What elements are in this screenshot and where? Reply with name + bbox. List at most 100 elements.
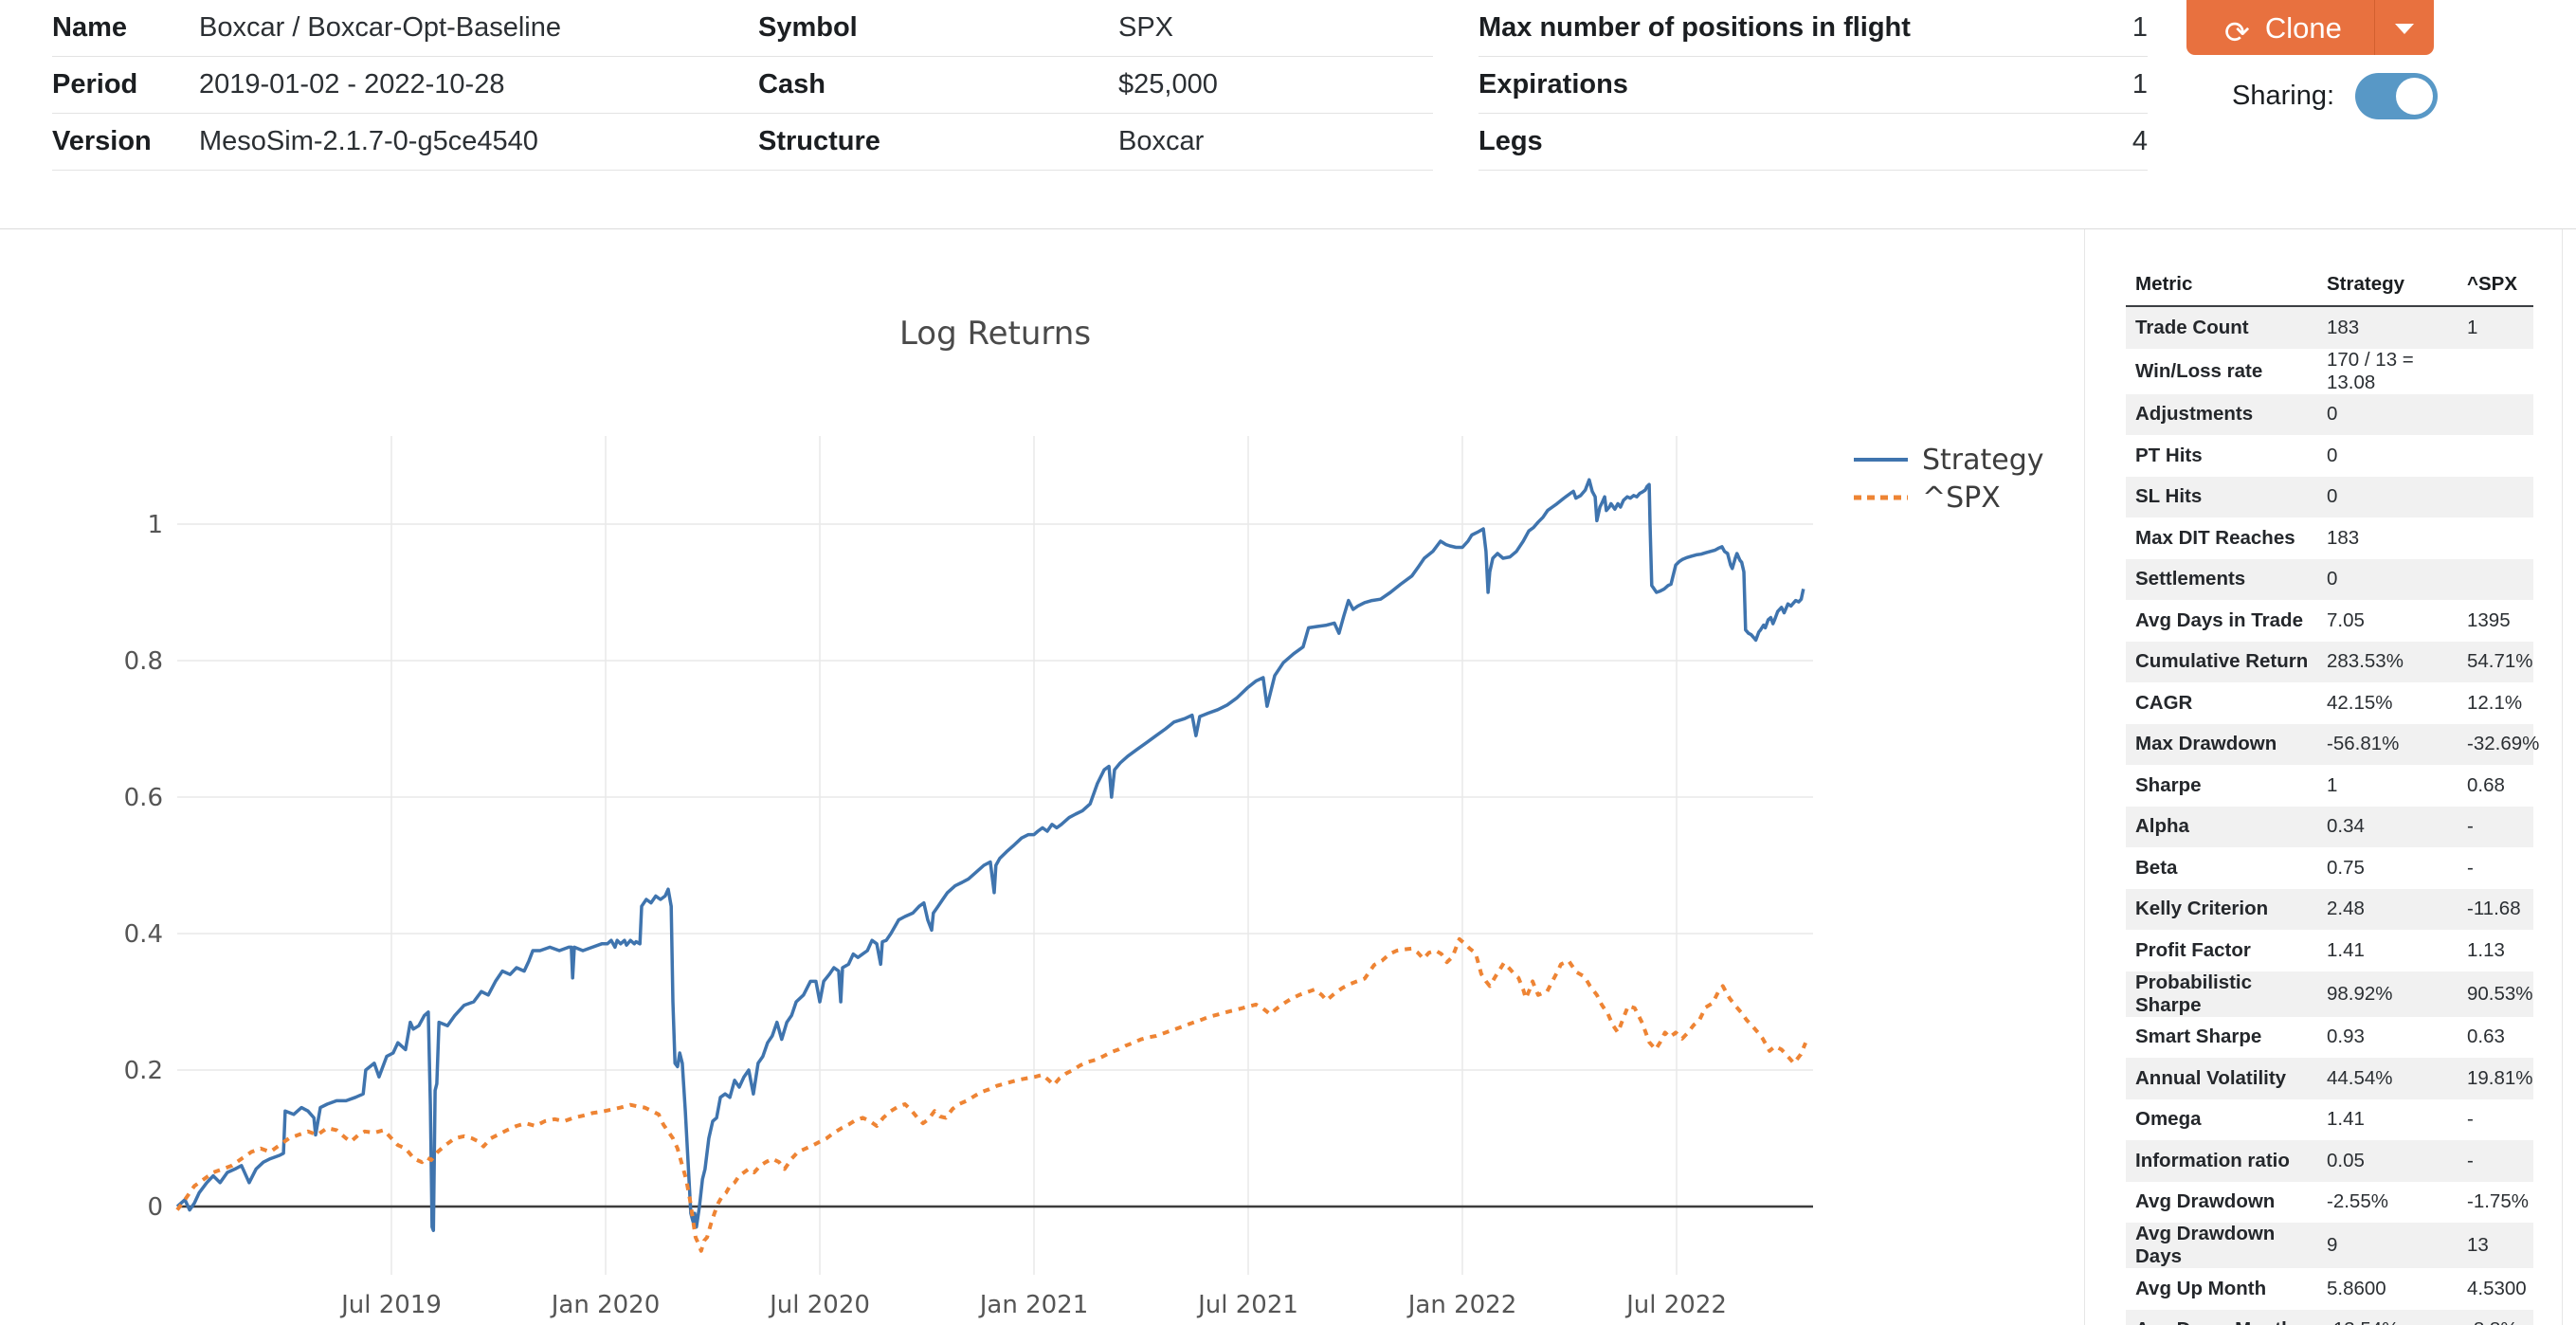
table-row[interactable]: SL Hits 0	[2126, 476, 2533, 518]
metrics-column-header: Strategy	[2317, 273, 2458, 307]
strategy-value-cell: 170 / 13 = 13.08	[2327, 348, 2414, 393]
legend-label-strategy: Strategy	[1922, 443, 2044, 477]
strategy-value-cell: 0.05	[2327, 1149, 2365, 1171]
spx-value-cell: -	[2467, 1108, 2474, 1131]
header-meta-column-1: Name Boxcar / Boxcar-Opt-Baseline Period…	[52, 0, 789, 171]
legend-item-spx[interactable]: ^SPX	[1854, 481, 2044, 515]
table-row[interactable]: Win/Loss rate 170 / 13 = 13.08	[2126, 349, 2533, 394]
table-row[interactable]: Sharpe 1 0.68	[2126, 765, 2533, 807]
table-row[interactable]: Trade Count 183 1	[2126, 306, 2533, 349]
spx-value-cell: -	[2467, 815, 2474, 838]
spx-value-cell: 54.71%	[2467, 650, 2533, 673]
metric-name-cell: CAGR	[2135, 691, 2193, 714]
strategy-value-cell: 0	[2327, 568, 2338, 590]
header-meta-column-3: Max number of positions in flight 1 Expi…	[1478, 0, 2148, 171]
metric-name-cell: Alpha	[2135, 815, 2189, 838]
metric-name-cell: Win/Loss rate	[2135, 359, 2263, 382]
field-max-positions: Max number of positions in flight 1	[1478, 0, 2148, 57]
spx-value-cell: -8.8%	[2458, 1310, 2533, 1325]
spx-value-cell	[2458, 477, 2533, 518]
metric-name-cell: Probabilistic Sharpe	[2135, 971, 2253, 1016]
x-tick-label: Jul 2022	[1624, 1291, 1727, 1319]
period-value: 2019-01-02 - 2022-10-28	[199, 69, 505, 100]
strategy-line-swatch	[1854, 458, 1908, 462]
sharing-toggle[interactable]	[2355, 73, 2439, 119]
strategy-value-cell: 0	[2327, 444, 2338, 466]
period-label: Period	[52, 69, 138, 100]
table-row[interactable]: Information ratio 0.05 -	[2126, 1140, 2533, 1182]
strategy-value-cell: -13.54%	[2317, 1310, 2458, 1325]
strategy-value-cell: 0	[2327, 485, 2338, 508]
table-row[interactable]: Settlements 0	[2126, 558, 2533, 600]
x-tick-label: Jan 2020	[550, 1291, 661, 1319]
table-row[interactable]: Omega 1.41 -	[2126, 1099, 2533, 1141]
spx-value-cell: 1.13	[2467, 938, 2505, 961]
table-row[interactable]: PT Hits 0	[2126, 435, 2533, 477]
table-row[interactable]: Adjustments 0	[2126, 393, 2533, 435]
y-tick-label: 1	[147, 511, 163, 539]
name-value: Boxcar / Boxcar-Opt-Baseline	[199, 12, 561, 43]
metric-name-cell: SL Hits	[2135, 485, 2203, 508]
chart-title: Log Returns	[898, 315, 1092, 353]
metric-name-cell: Max DIT Reaches	[2135, 526, 2295, 549]
strategy-value-cell: 7.05	[2327, 608, 2365, 631]
table-row[interactable]: Avg Down Month-13.54%-8.8%	[2126, 1309, 2533, 1325]
table-row[interactable]: Avg Days in Trade 7.05 1395	[2126, 600, 2533, 642]
metric-name-cell: Smart Sharpe	[2135, 1026, 2262, 1048]
table-row[interactable]: Alpha 0.34 -	[2126, 806, 2533, 847]
table-row[interactable]: Probabilistic Sharpe 98.92% 90.53%	[2126, 971, 2533, 1017]
toggle-knob	[2396, 78, 2434, 115]
log-returns-chart[interactable]: 0 0.2 0.4 0.6 0.8 1 Jul 2019 Jan 2020 Jul 2020 Ja…	[0, 229, 2085, 1325]
metric-name-cell: Information ratio	[2135, 1149, 2290, 1171]
table-row[interactable]: Cumulative Return 283.53% 54.71%	[2126, 641, 2533, 682]
table-row[interactable]: Smart Sharpe 0.93 0.63	[2126, 1017, 2533, 1059]
metrics-column-header: Metric	[2126, 273, 2317, 307]
metric-name-cell: Max Drawdown	[2135, 733, 2277, 755]
cash-label: Cash	[758, 69, 825, 100]
clone-refresh-icon: ⟳	[2224, 15, 2250, 49]
expirations-label: Expirations	[1478, 69, 1628, 100]
table-row[interactable]: Max Drawdown -56.81% -32.69%	[2126, 723, 2539, 765]
table-row[interactable]: Profit Factor 1.41 1.13	[2126, 930, 2533, 971]
legend-item-strategy[interactable]: Strategy	[1854, 443, 2044, 477]
strategy-value-cell: 183	[2327, 316, 2360, 338]
table-row[interactable]: Avg Drawdown Days 9 13	[2126, 1223, 2533, 1268]
spx-value-cell: 12.1%	[2467, 691, 2523, 714]
y-tick-label: 0.4	[124, 920, 163, 949]
strategy-value-cell: 0.93	[2327, 1026, 2365, 1048]
table-row[interactable]: Annual Volatility 44.54% 19.81%	[2126, 1058, 2533, 1099]
clone-dropdown-toggle[interactable]	[2373, 0, 2434, 55]
strategy-value-cell: 9	[2327, 1234, 2338, 1256]
strategy-value-cell: 2.48	[2327, 898, 2365, 920]
clone-button[interactable]: ⟳ Clone	[2186, 0, 2374, 55]
metric-name-cell: Kelly Criterion	[2135, 898, 2269, 920]
symbol-value: SPX	[1118, 12, 1174, 43]
spx-value-cell: 19.81%	[2467, 1066, 2533, 1089]
metric-name-cell: Annual Volatility	[2135, 1066, 2287, 1089]
table-row[interactable]: Max DIT Reaches 183	[2126, 517, 2533, 559]
spx-value-cell: -	[2467, 856, 2474, 879]
table-row[interactable]: CAGR 42.15% 12.1%	[2126, 682, 2533, 724]
table-row[interactable]: Beta 0.75 -	[2126, 847, 2533, 889]
strategy-value-cell: 1.41	[2327, 938, 2365, 961]
chart-legend: Strategy ^SPX	[1854, 443, 2044, 515]
table-row[interactable]: Avg Up Month 5.8600 4.5300	[2126, 1268, 2533, 1310]
spx-value-cell: 1395	[2467, 608, 2511, 631]
metric-name-cell: Avg Drawdown Days	[2135, 1223, 2276, 1267]
symbol-label: Symbol	[758, 12, 858, 43]
metrics-panel[interactable]: Metric Strategy ^SPX Trade Count 183 1 Win/Lo…	[2126, 273, 2539, 1325]
metric-name-cell: Profit Factor	[2135, 938, 2251, 961]
metric-name-cell: Trade Count	[2135, 316, 2249, 338]
table-row[interactable]: Avg Drawdown -2.55% -1.75%	[2126, 1182, 2533, 1224]
metrics-table: Metric Strategy ^SPX Trade Count 183 1 Win/Lo…	[2126, 273, 2539, 1325]
clone-split-button: ⟳ Clone	[2186, 0, 2434, 55]
strategy-value-cell: 1	[2327, 773, 2338, 796]
x-tick-label: Jan 2021	[978, 1291, 1089, 1319]
spx-value-cell	[2458, 349, 2533, 394]
spx-value-cell: -	[2467, 1149, 2474, 1171]
field-structure: Structure Boxcar	[758, 114, 1433, 171]
name-label: Name	[52, 12, 127, 43]
table-row[interactable]: Kelly Criterion 2.48 -11.68	[2126, 888, 2533, 930]
version-value: MesoSim-2.1.7-0-g5ce4540	[199, 126, 538, 156]
